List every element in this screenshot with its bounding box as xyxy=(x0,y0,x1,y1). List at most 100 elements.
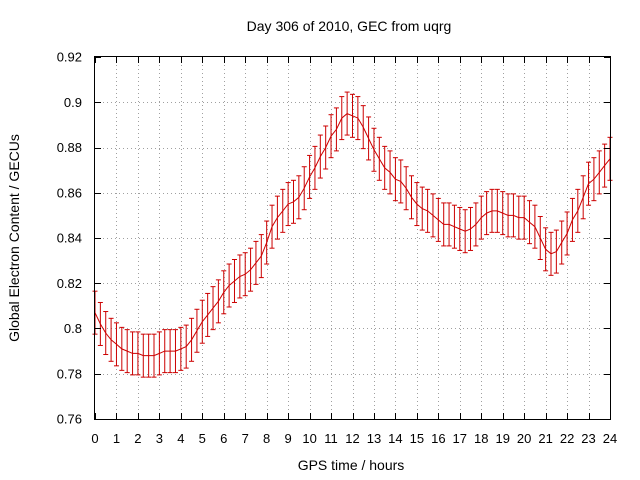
error-bar xyxy=(403,166,409,211)
error-bar xyxy=(108,317,114,362)
error-bar xyxy=(553,229,559,274)
error-bar xyxy=(392,157,398,202)
error-bar xyxy=(516,195,522,240)
x-tick-label: 4 xyxy=(177,431,184,446)
error-bar xyxy=(194,308,200,353)
error-bar xyxy=(409,175,415,220)
x-tick-label: 5 xyxy=(199,431,206,446)
error-bar xyxy=(366,116,372,161)
grid xyxy=(95,57,610,419)
error-bar xyxy=(339,96,345,141)
error-bar xyxy=(435,197,441,242)
error-bar xyxy=(478,195,484,240)
y-axis-label: Global Electron Content / GECUs xyxy=(6,134,22,342)
error-bar xyxy=(494,188,500,233)
error-bar xyxy=(591,157,597,202)
error-bar xyxy=(543,227,549,272)
error-bar xyxy=(376,136,382,181)
error-bar xyxy=(183,324,189,369)
error-bar xyxy=(500,191,506,236)
error-bar xyxy=(505,193,511,238)
y-tick-label: 0.88 xyxy=(57,140,82,155)
error-bar xyxy=(602,143,608,188)
y-tick-label: 0.86 xyxy=(57,185,82,200)
plot-frame xyxy=(94,56,611,420)
error-bar xyxy=(398,159,404,204)
error-bar xyxy=(548,231,554,276)
x-tick-label: 7 xyxy=(242,431,249,446)
y-ticks: 0.76 0.78 0.8 0.82 0.84 0.86 0.88 0.9 0.92 xyxy=(57,50,610,427)
x-tick-label: 24 xyxy=(603,431,617,446)
error-bar xyxy=(301,166,307,211)
error-bar xyxy=(328,114,334,159)
error-bar xyxy=(307,154,313,199)
error-bar xyxy=(462,209,468,254)
x-tick-label: 11 xyxy=(324,431,338,446)
error-bar xyxy=(596,150,602,195)
error-bar xyxy=(151,333,157,378)
y-tick-label: 0.8 xyxy=(64,321,82,336)
error-bar xyxy=(178,326,184,371)
x-tick-label: 21 xyxy=(538,431,552,446)
error-bar xyxy=(199,299,205,344)
x-tick-label: 6 xyxy=(220,431,227,446)
error-bar xyxy=(317,134,323,179)
x-tick-label: 2 xyxy=(134,431,141,446)
error-bar xyxy=(569,197,575,242)
x-tick-label: 23 xyxy=(581,431,595,446)
error-bar xyxy=(559,220,565,265)
x-tick-label: 9 xyxy=(285,431,292,446)
error-bar xyxy=(580,175,586,220)
x-tick-label: 12 xyxy=(345,431,359,446)
error-bar xyxy=(258,234,264,279)
error-bar xyxy=(113,322,119,367)
error-bar xyxy=(167,329,173,374)
error-bar xyxy=(237,254,243,299)
error-bar xyxy=(189,317,195,362)
error-bar xyxy=(425,188,431,233)
error-bar xyxy=(323,125,329,170)
error-bar xyxy=(344,91,350,136)
x-tick-label: 3 xyxy=(156,431,163,446)
chart-title: Day 306 of 2010, GEC from uqrg xyxy=(247,18,452,34)
x-tick-label: 0 xyxy=(91,431,98,446)
error-bar xyxy=(537,216,543,260)
error-bar xyxy=(446,202,452,247)
y-tick-label: 0.78 xyxy=(57,366,82,381)
error-bar xyxy=(296,175,302,220)
error-bar xyxy=(419,186,425,231)
error-bar xyxy=(248,247,254,292)
error-bar xyxy=(231,258,237,303)
error-bar xyxy=(360,105,366,150)
x-tick-label: 14 xyxy=(388,431,402,446)
error-bar xyxy=(172,329,178,374)
error-bar xyxy=(473,202,479,247)
error-bar xyxy=(564,211,570,256)
error-bar xyxy=(124,329,130,374)
error-bar xyxy=(355,96,361,141)
error-bar xyxy=(130,331,136,376)
error-bar xyxy=(290,179,296,224)
y-tick-label: 0.84 xyxy=(57,231,82,246)
error-bar xyxy=(350,93,355,138)
error-bar xyxy=(264,220,270,265)
error-bar xyxy=(242,252,248,297)
error-bar xyxy=(371,127,377,172)
x-tick-label: 8 xyxy=(263,431,270,446)
x-tick-label: 15 xyxy=(410,431,424,446)
error-bar xyxy=(489,188,495,233)
x-tick-label: 13 xyxy=(367,431,381,446)
error-bar xyxy=(468,206,474,251)
error-bar xyxy=(156,331,162,376)
series-gec xyxy=(92,91,613,378)
error-bar xyxy=(521,195,527,240)
error-bar xyxy=(253,240,259,285)
y-tick-label: 0.9 xyxy=(64,95,82,110)
series-line xyxy=(94,113,611,357)
error-bar xyxy=(414,182,420,227)
y-tick-label: 0.76 xyxy=(57,412,82,427)
x-tick-label: 10 xyxy=(302,431,316,446)
error-bar xyxy=(162,329,168,374)
error-bar xyxy=(221,270,227,315)
